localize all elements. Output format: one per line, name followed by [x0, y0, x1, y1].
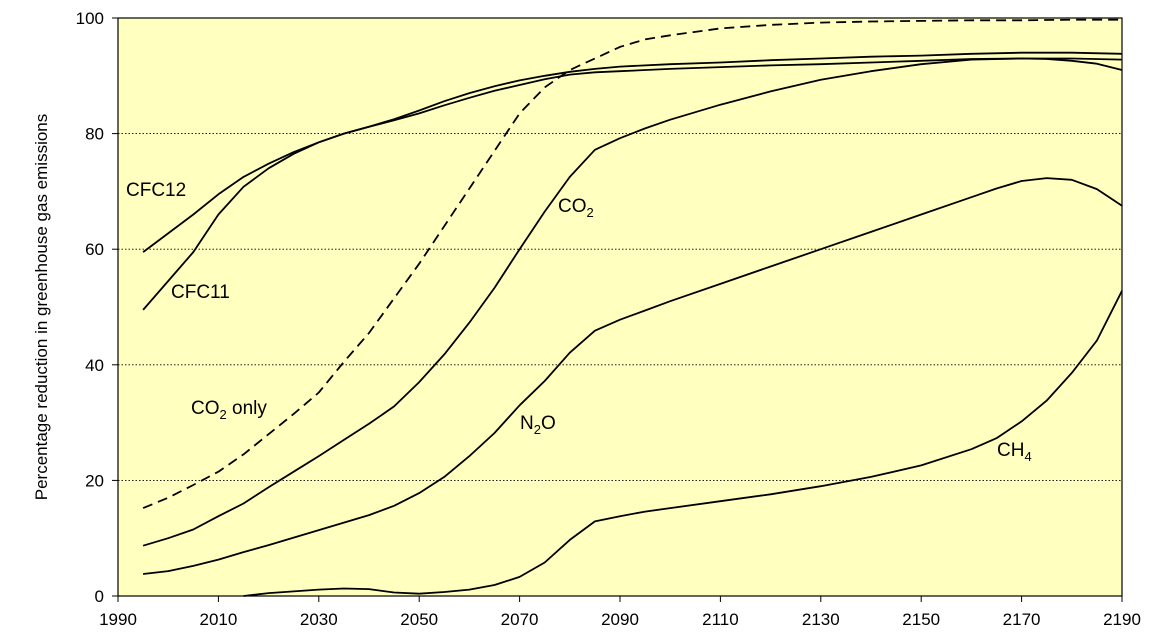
series-label-co2only: CO2 only — [191, 398, 267, 422]
series-lines — [142, 18, 1123, 597]
y-axis-title: Percentage reduction in greenhouse gas e… — [32, 114, 51, 501]
x-tick-label: 2070 — [501, 610, 539, 629]
x-tick-label: 2050 — [400, 610, 438, 629]
x-tick-label: 2090 — [601, 610, 639, 629]
series-label-co2: CO2 — [558, 196, 594, 220]
x-tick-label: 2110 — [702, 610, 739, 629]
y-tick-label: 20 — [85, 471, 104, 490]
series-line-cfc11 — [142, 51, 1123, 311]
x-tick-label: 2130 — [802, 610, 840, 629]
series-line-n2o — [142, 177, 1123, 575]
y-tick-label: 40 — [85, 356, 104, 375]
series-line-cfc12 — [142, 57, 1123, 253]
x-tick-label: 2030 — [300, 610, 338, 629]
y-tick-label: 100 — [76, 9, 104, 28]
plot-area — [117, 17, 1123, 597]
series-label-n2o: N2O — [520, 413, 556, 437]
series-label-ch4: CH4 — [997, 440, 1032, 464]
y-tick-label: 60 — [85, 240, 104, 259]
series-line-ch4 — [243, 290, 1123, 597]
y-tick-label: 80 — [85, 125, 104, 144]
gridlines — [118, 133, 1122, 481]
series-line-co2 — [142, 57, 1123, 547]
x-tick-label: 2010 — [199, 610, 237, 629]
x-tick-label: 1990 — [99, 610, 137, 629]
y-tick-label: 0 — [95, 587, 104, 606]
series-label-cfc11: CFC11 — [171, 282, 230, 303]
series-labels: CFC12 CFC11 CO2 only CO2 N2O CH4 — [126, 180, 1032, 464]
x-tick-label: 2190 — [1103, 610, 1141, 629]
series-label-cfc12: CFC12 — [126, 180, 186, 201]
x-tick-label: 2150 — [902, 610, 940, 629]
series-line-co2only — [142, 18, 1122, 509]
x-tick-label: 2170 — [1003, 610, 1041, 629]
axes: 0 20 40 60 80 100 1990 2010 2030 2050 2070 2090 2110… — [76, 9, 1141, 629]
